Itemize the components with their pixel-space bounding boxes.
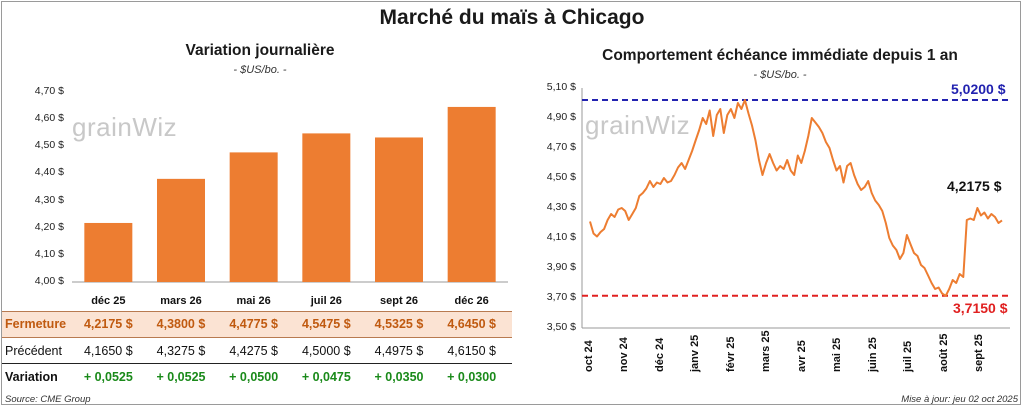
bar [302, 133, 351, 282]
y-tick-label: 4,40 $ [34, 166, 64, 179]
x-tick-label: mai 25 [831, 337, 844, 372]
y-tick-label: 4,50 $ [546, 171, 576, 183]
x-tick-label: mars 25 [760, 330, 773, 372]
table-cell: 4,2175 $ [83, 317, 133, 331]
x-tick-label: nov 24 [618, 337, 631, 372]
line-chart-title: Comportement échéance immédiate depuis 1… [602, 47, 958, 64]
table-cell: 4,3800 $ [156, 317, 206, 331]
x-tick-label: juil 25 [902, 340, 915, 372]
y-tick-label: 4,20 $ [34, 220, 64, 233]
table-cell: + 0,0525 [156, 370, 206, 384]
watermark-right: grainWiz [585, 110, 691, 140]
table-cell: 4,5325 $ [374, 317, 424, 331]
low-label: 3,7150 $ [953, 299, 1008, 316]
high-label: 5,0200 $ [951, 81, 1006, 97]
x-tick-label: déc 25 [91, 295, 126, 307]
x-tick-label: mars 26 [160, 295, 202, 307]
y-tick-label: 3,90 $ [546, 261, 576, 273]
table-cell: + 0,0500 [229, 370, 279, 384]
table-row-fermeture-bg [2, 311, 512, 338]
y-tick-label: 4,90 $ [546, 111, 576, 123]
table-cell: 4,4775 $ [229, 317, 278, 331]
row-label-fermeture: Fermeture [5, 317, 67, 331]
update-note: Mise à jour: jeu 02 oct 2025 [901, 394, 1018, 405]
x-tick-label: mai 26 [236, 295, 271, 307]
line-chart-unit: - $US/bo. - [753, 69, 807, 81]
x-tick-label: janv 25 [689, 334, 702, 372]
row-label-precedent: Précédent [5, 344, 62, 358]
bar [375, 137, 423, 282]
x-tick-label: déc 24 [653, 337, 666, 372]
x-tick-label: févr 25 [724, 336, 737, 372]
table-cell: + 0,0525 [83, 370, 133, 384]
table-cell: 4,5475 $ [301, 317, 351, 331]
watermark-left: grainWiz [72, 112, 178, 142]
x-tick-label: sept 26 [380, 295, 418, 307]
table-cell: 4,4275 $ [229, 344, 278, 358]
x-tick-label: sept 25 [973, 334, 985, 372]
y-tick-label: 3,70 $ [546, 291, 576, 303]
last-price-label: 4,2175 $ [947, 178, 1002, 195]
y-tick-label: 4,60 $ [34, 112, 64, 125]
table-cell: + 0,0475 [301, 370, 351, 384]
bar-chart-title: Variation journalière [185, 42, 335, 59]
bar [229, 152, 278, 282]
x-tick-label: déc 26 [454, 295, 489, 307]
y-tick-label: 5,10 $ [546, 81, 576, 93]
main-title: Marché du maïs à Chicago [379, 6, 645, 29]
y-tick-label: 4,00 $ [34, 275, 64, 287]
table-divider [2, 363, 512, 364]
y-tick-label: 4,70 $ [546, 141, 576, 153]
y-tick-label: 4,10 $ [546, 231, 576, 243]
y-tick-label: 4,30 $ [546, 201, 576, 213]
x-tick-label: juil 26 [310, 295, 342, 307]
bar [447, 106, 496, 282]
table-cell: 4,1650 $ [83, 344, 133, 358]
y-tick-label: 4,10 $ [34, 247, 64, 260]
bar [157, 178, 205, 282]
x-tick-label: avr 25 [795, 340, 808, 372]
y-tick-label: 4,30 $ [34, 193, 64, 206]
bar [84, 222, 133, 282]
row-label-variation: Variation [5, 370, 58, 384]
x-tick-label: juin 25 [866, 337, 879, 372]
y-tick-label: 4,50 $ [34, 139, 64, 152]
table-cell: 4,5000 $ [301, 344, 351, 358]
bar-chart-unit: - $US/bo. - [233, 64, 287, 76]
price-series-line [589, 99, 1003, 297]
source-note: Source: CME Group [5, 394, 91, 405]
x-tick-label: août 25 [937, 333, 950, 372]
y-tick-label: 4,70 $ [34, 85, 64, 97]
y-tick-label: 3,50 $ [546, 321, 576, 333]
table-cell: + 0,0350 [374, 370, 424, 384]
table-cell: 4,6150 $ [447, 344, 496, 358]
table-cell: 4,3275 $ [156, 344, 206, 358]
table-cell: 4,4975 $ [374, 344, 424, 358]
table-cell: 4,6450 $ [447, 317, 496, 331]
x-tick-label: oct 24 [583, 340, 595, 372]
table-cell: + 0,0300 [447, 370, 497, 384]
